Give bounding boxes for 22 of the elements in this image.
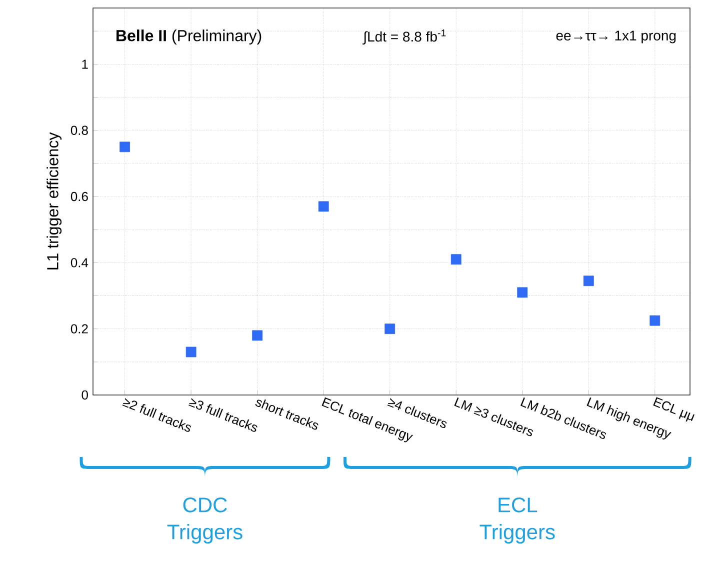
point (318, 201, 329, 212)
y-axis-title: L1 trigger efficiency (46, 132, 62, 270)
y-tick-label: 0.6 (70, 192, 88, 202)
point (120, 142, 130, 152)
point (186, 346, 196, 358)
text: CDC Triggers (167, 498, 242, 544)
y-tick-label: 0.2 (70, 324, 88, 334)
y-tick-label: 1 (82, 60, 88, 69)
point (650, 315, 660, 326)
y-tick-label: 0 (82, 390, 88, 400)
point (384, 324, 396, 334)
annotation: ee→ττ→ 1x1 prong (556, 30, 676, 44)
y-tick-label: 0.8 (70, 126, 88, 135)
point (517, 287, 528, 298)
x-tick-label: ECL μμ (653, 397, 694, 422)
point (450, 254, 462, 265)
text: Belle II (Preliminary) (116, 30, 262, 44)
point (252, 330, 263, 341)
y-tick-label: 0.4 (70, 258, 88, 268)
annotation: ∫Ldt = 8.8 fb$^{-1}$ (362, 30, 446, 44)
text: ECL Triggers (480, 498, 555, 544)
point (583, 276, 594, 286)
